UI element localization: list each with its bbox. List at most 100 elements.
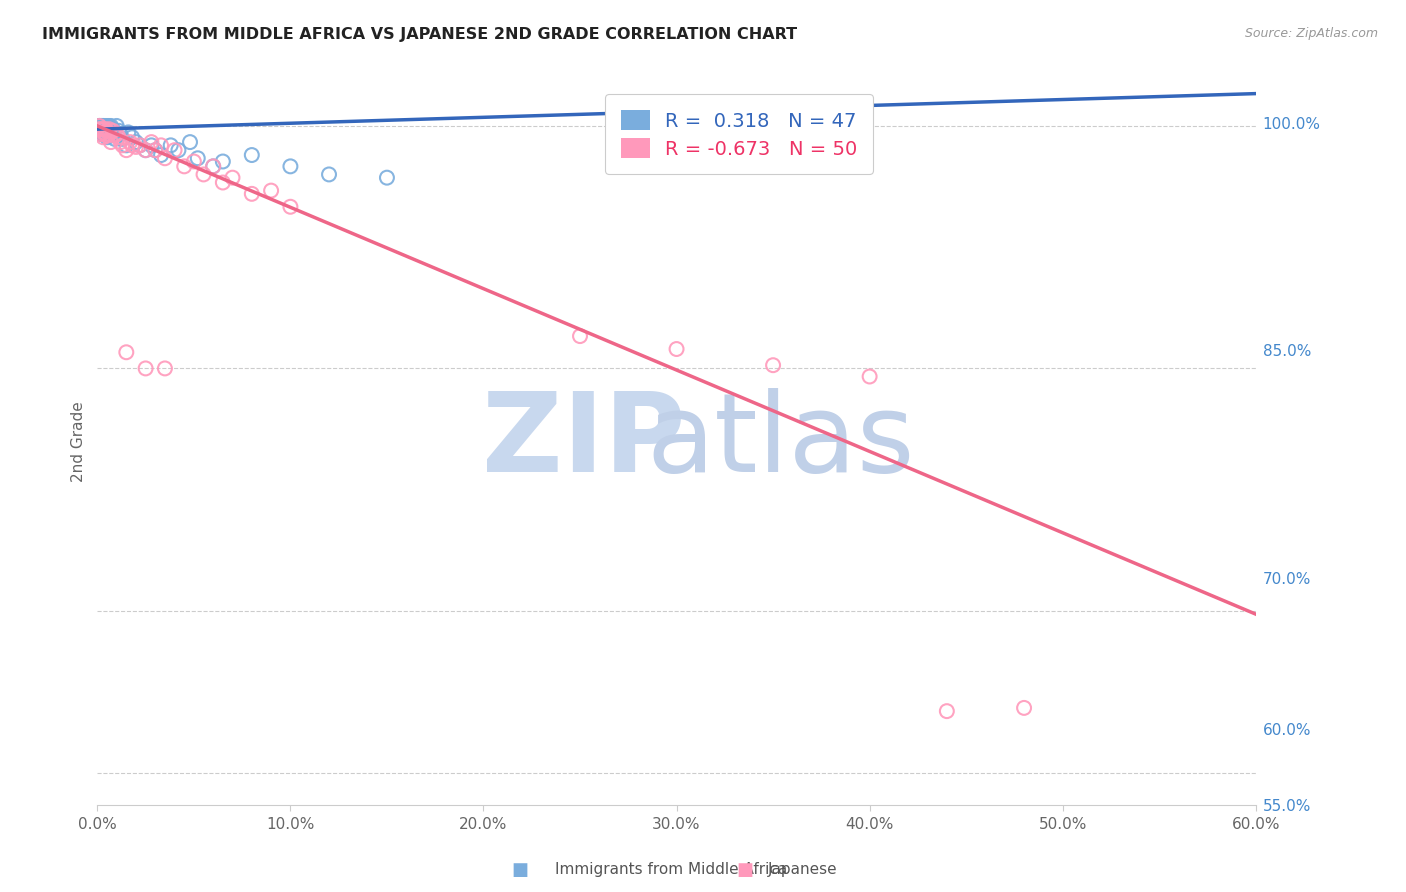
- Point: [153, 151, 176, 165]
- Point: [91, 122, 114, 136]
- Y-axis label: 2nd Grade: 2nd Grade: [72, 401, 86, 482]
- Point: [97, 122, 120, 136]
- Point: [90, 122, 112, 136]
- Point: [90, 127, 112, 141]
- Point: [90, 119, 112, 133]
- Point: [665, 342, 688, 356]
- Point: [135, 361, 157, 376]
- Point: [104, 132, 127, 146]
- Point: [187, 151, 209, 165]
- Text: ■: ■: [737, 861, 754, 879]
- Point: [89, 119, 111, 133]
- Point: [90, 119, 112, 133]
- Point: [91, 122, 114, 136]
- Point: [107, 130, 129, 145]
- Point: [202, 159, 225, 173]
- Point: [110, 135, 132, 149]
- Point: [100, 119, 122, 133]
- Point: [94, 122, 117, 136]
- Text: Japanese: Japanese: [768, 863, 838, 877]
- Point: [91, 119, 114, 133]
- Point: [96, 122, 118, 136]
- Point: [159, 138, 181, 153]
- Point: [107, 124, 129, 138]
- Point: [240, 148, 263, 162]
- Point: [569, 329, 592, 343]
- Point: [105, 119, 128, 133]
- Point: [150, 148, 173, 162]
- Point: [89, 122, 111, 136]
- Point: [121, 138, 143, 153]
- Point: [280, 159, 302, 173]
- Point: [101, 127, 124, 141]
- Point: [97, 127, 120, 141]
- Point: [143, 143, 166, 157]
- Point: [125, 140, 148, 154]
- Point: [183, 154, 205, 169]
- Point: [935, 704, 957, 718]
- Text: IMMIGRANTS FROM MIDDLE AFRICA VS JAPANESE 2ND GRADE CORRELATION CHART: IMMIGRANTS FROM MIDDLE AFRICA VS JAPANES…: [42, 27, 797, 42]
- Point: [115, 138, 138, 153]
- Point: [115, 345, 138, 359]
- Point: [193, 168, 215, 182]
- Point: [96, 119, 118, 133]
- Point: [150, 138, 173, 153]
- Point: [100, 135, 122, 149]
- Point: [96, 130, 118, 145]
- Point: [111, 132, 134, 146]
- Point: [240, 186, 263, 201]
- Point: [89, 119, 111, 133]
- Point: [167, 143, 190, 157]
- Point: [221, 170, 243, 185]
- Point: [128, 138, 150, 153]
- Point: [173, 159, 195, 173]
- Point: [1012, 701, 1035, 715]
- Point: [94, 119, 117, 133]
- Point: [96, 125, 118, 139]
- Point: [91, 119, 114, 133]
- Point: [94, 122, 117, 136]
- Point: [97, 122, 120, 136]
- Legend: R =  0.318   N = 47, R = -0.673   N = 50: R = 0.318 N = 47, R = -0.673 N = 50: [605, 95, 873, 174]
- Point: [97, 127, 120, 141]
- Point: [94, 127, 117, 141]
- Point: [211, 154, 233, 169]
- Point: [117, 125, 139, 139]
- Point: [260, 184, 283, 198]
- Point: [94, 127, 117, 141]
- Point: [96, 124, 118, 138]
- Text: ZIP: ZIP: [482, 388, 686, 495]
- Point: [280, 200, 302, 214]
- Point: [202, 159, 225, 173]
- Point: [101, 124, 124, 138]
- Point: [91, 127, 114, 141]
- Point: [163, 143, 186, 157]
- Point: [115, 143, 138, 157]
- Text: atlas: atlas: [647, 388, 915, 495]
- Point: [318, 168, 340, 182]
- Point: [105, 127, 128, 141]
- Point: [141, 135, 163, 149]
- Point: [100, 124, 122, 138]
- Point: [89, 119, 111, 133]
- Point: [143, 143, 166, 157]
- Point: [110, 127, 132, 141]
- Point: [101, 122, 124, 136]
- Point: [104, 128, 127, 143]
- Text: Immigrants from Middle Africa: Immigrants from Middle Africa: [555, 863, 787, 877]
- Point: [121, 130, 143, 145]
- Point: [91, 130, 114, 145]
- Text: ■: ■: [512, 861, 529, 879]
- Point: [141, 138, 163, 153]
- Point: [125, 135, 148, 149]
- Text: Source: ZipAtlas.com: Source: ZipAtlas.com: [1244, 27, 1378, 40]
- Point: [859, 369, 882, 384]
- Point: [762, 358, 785, 372]
- Point: [111, 138, 134, 153]
- Point: [120, 135, 142, 149]
- Point: [128, 138, 150, 153]
- Point: [97, 119, 120, 133]
- Point: [179, 135, 201, 149]
- Point: [96, 128, 118, 143]
- Point: [135, 143, 157, 157]
